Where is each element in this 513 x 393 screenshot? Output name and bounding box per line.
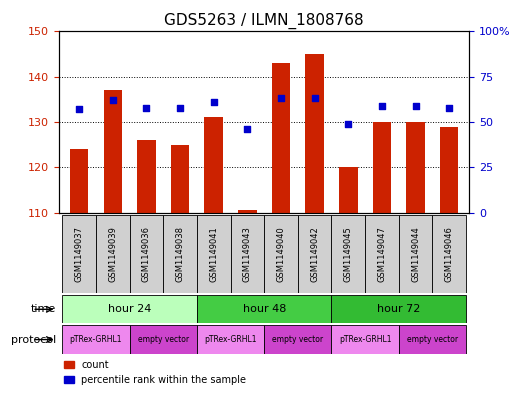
Point [243, 126, 251, 132]
Bar [331, 325, 399, 354]
Bar [440, 127, 459, 213]
Point [344, 121, 352, 127]
Bar [331, 295, 466, 323]
Point [176, 105, 184, 111]
Text: hour 72: hour 72 [377, 304, 421, 314]
Bar [272, 63, 290, 213]
Text: empty vector: empty vector [272, 335, 323, 344]
Bar [298, 215, 331, 293]
Text: pTRex-GRHL1: pTRex-GRHL1 [339, 335, 391, 344]
Text: hour 24: hour 24 [108, 304, 151, 314]
Point [411, 103, 420, 109]
Bar [130, 215, 163, 293]
Point [210, 99, 218, 105]
Bar [104, 90, 122, 213]
Text: GSM1149045: GSM1149045 [344, 226, 353, 282]
Bar [96, 215, 130, 293]
Bar [63, 325, 130, 354]
Bar [197, 215, 230, 293]
Bar [339, 167, 358, 213]
Point [277, 95, 285, 102]
Text: GSM1149038: GSM1149038 [175, 226, 185, 282]
Title: GDS5263 / ILMN_1808768: GDS5263 / ILMN_1808768 [164, 13, 364, 29]
Bar [365, 215, 399, 293]
Text: empty vector: empty vector [407, 335, 458, 344]
Bar [331, 215, 365, 293]
Text: GSM1149041: GSM1149041 [209, 226, 218, 282]
Bar [372, 122, 391, 213]
Text: GSM1149047: GSM1149047 [378, 226, 386, 282]
Text: empty vector: empty vector [137, 335, 189, 344]
Bar [399, 215, 432, 293]
Text: GSM1149042: GSM1149042 [310, 226, 319, 282]
Point [378, 103, 386, 109]
Bar [264, 325, 331, 354]
Point [310, 95, 319, 102]
Text: pTRex-GRHL1: pTRex-GRHL1 [70, 335, 122, 344]
Bar [137, 140, 156, 213]
Text: GSM1149036: GSM1149036 [142, 226, 151, 282]
Text: pTRex-GRHL1: pTRex-GRHL1 [204, 335, 257, 344]
Bar [63, 215, 96, 293]
Bar [205, 118, 223, 213]
Legend: count, percentile rank within the sample: count, percentile rank within the sample [64, 360, 246, 385]
Bar [171, 145, 189, 213]
Point [75, 106, 83, 112]
Bar [406, 122, 425, 213]
Text: GSM1149039: GSM1149039 [108, 226, 117, 282]
Bar [130, 325, 197, 354]
Bar [230, 215, 264, 293]
Point [142, 105, 150, 111]
Bar [163, 215, 197, 293]
Text: GSM1149040: GSM1149040 [277, 226, 286, 282]
Text: time: time [31, 304, 56, 314]
Point [445, 105, 453, 111]
Text: GSM1149046: GSM1149046 [445, 226, 453, 282]
Point [109, 97, 117, 103]
Bar [238, 210, 256, 213]
Text: GSM1149043: GSM1149043 [243, 226, 252, 282]
Text: hour 48: hour 48 [243, 304, 286, 314]
Bar [399, 325, 466, 354]
Text: GSM1149037: GSM1149037 [75, 226, 84, 282]
Bar [197, 295, 331, 323]
Bar [305, 54, 324, 213]
Bar [432, 215, 466, 293]
Bar [70, 149, 88, 213]
Text: GSM1149044: GSM1149044 [411, 226, 420, 282]
Bar [264, 215, 298, 293]
Bar [197, 325, 264, 354]
Text: protocol: protocol [11, 334, 56, 345]
Bar [63, 295, 197, 323]
